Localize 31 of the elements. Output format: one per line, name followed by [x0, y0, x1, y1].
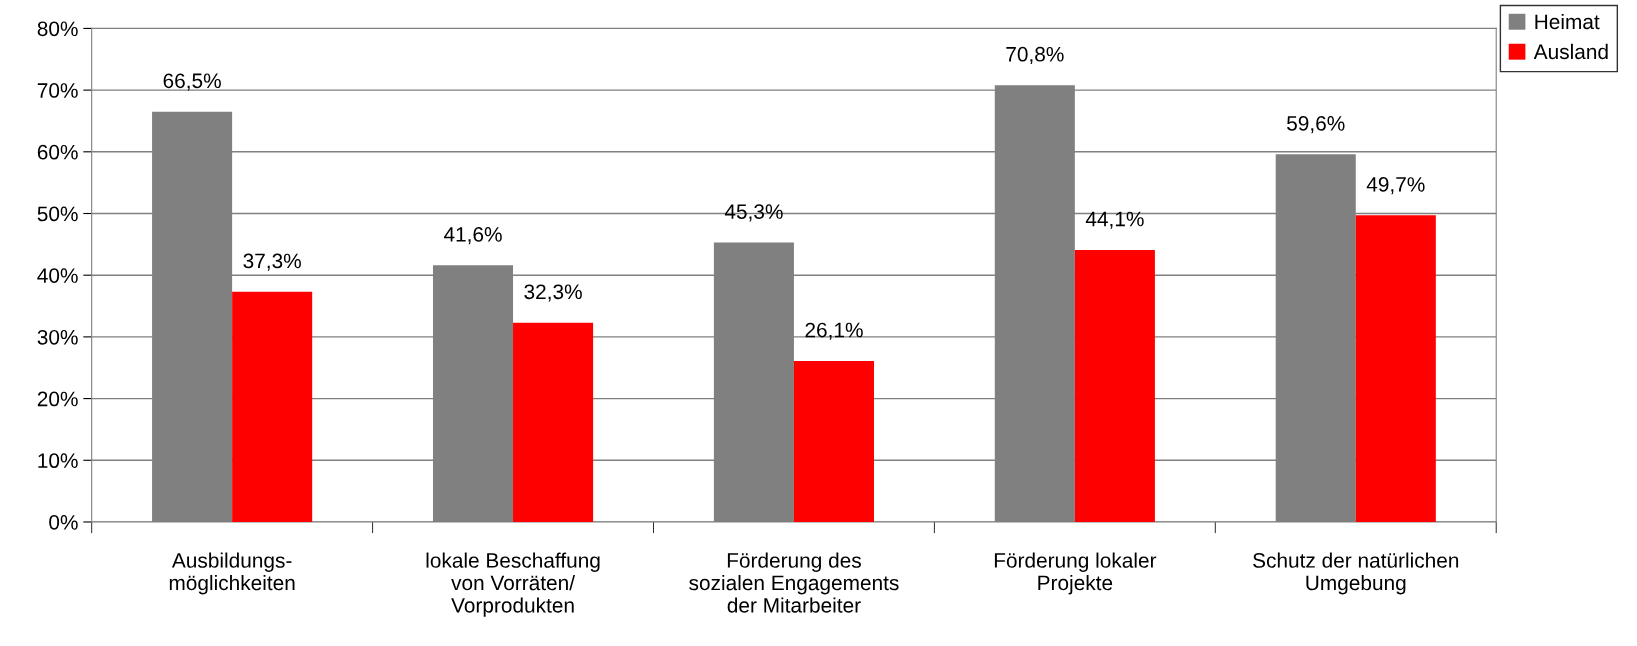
data-label: 66,5%	[163, 73, 221, 91]
data-label: 44,1%	[1085, 211, 1144, 229]
y-tick-label: 80%	[37, 21, 78, 37]
x-tick-label: Ausbildungs- möglichkeiten	[169, 552, 295, 595]
x-tick-label: lokale Beschaffung von Vorräten/ Vorprodukten	[426, 552, 600, 617]
x-tick-label: Förderung lokaler Projekte	[994, 552, 1157, 595]
data-label: 32,3%	[524, 284, 582, 302]
data-label: 37,3%	[243, 253, 301, 271]
legend-label: Heimat	[1535, 13, 1600, 30]
y-tick-label: 70%	[37, 83, 78, 98]
legend-label: Ausland	[1533, 43, 1608, 60]
data-label: 49,7%	[1366, 177, 1425, 195]
bar	[1355, 215, 1436, 522]
x-tick-label: Förderung des sozialen Engagements der Mitarbeiter	[689, 552, 899, 613]
data-label: 45,3%	[724, 204, 783, 222]
data-label: 41,6%	[443, 227, 502, 245]
bar	[232, 291, 313, 522]
bar	[1074, 249, 1155, 522]
y-tick-label: 30%	[37, 329, 78, 345]
y-tick-label: 0%	[49, 514, 78, 530]
y-tick-label: 60%	[37, 144, 78, 160]
y-tick-label: 10%	[38, 453, 78, 469]
bar	[513, 322, 594, 522]
data-label: 59,6%	[1287, 115, 1345, 134]
data-label: 26,1%	[805, 322, 863, 340]
data-label: 70,8%	[1006, 46, 1064, 65]
y-tick-label: 50%	[37, 206, 78, 222]
y-tick-label: 20%	[37, 391, 78, 407]
x-tick-label: Schutz der natürlichen Umgebung	[1253, 552, 1459, 595]
bar	[793, 360, 874, 522]
y-tick-label: 40%	[37, 268, 78, 283]
